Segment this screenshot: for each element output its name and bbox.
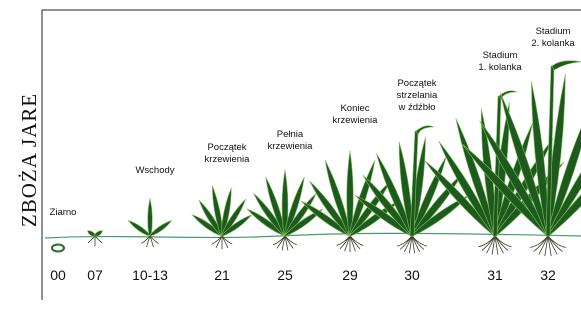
label-line: Wschody xyxy=(135,165,174,176)
stage-code: 30 xyxy=(404,267,420,283)
stage-label: Ziarno xyxy=(50,207,77,218)
stage-label: Wschody xyxy=(135,165,174,176)
label-line: Początek xyxy=(207,142,246,153)
label-line: 1. kolanka xyxy=(478,62,522,73)
label-line: Koniec xyxy=(340,103,369,114)
leaf xyxy=(148,198,153,236)
plant xyxy=(192,186,252,250)
label-line: Stadium xyxy=(536,26,571,37)
title: ZBOŻA JARE xyxy=(17,93,41,227)
label-line: Pełnia xyxy=(277,129,304,140)
stage-code: 25 xyxy=(277,267,293,283)
stage-code: 32 xyxy=(540,267,556,283)
plants xyxy=(52,61,581,256)
seed xyxy=(52,245,64,252)
stage-code: 00 xyxy=(50,267,66,283)
stage-code: 10-13 xyxy=(132,267,168,283)
label-line: krzewienia xyxy=(333,115,379,126)
leaf xyxy=(94,231,103,236)
label-line: strzelania xyxy=(397,90,438,101)
plant xyxy=(463,61,581,256)
stage-code: 29 xyxy=(342,267,358,283)
stage-code: 07 xyxy=(87,267,103,283)
label-line: 2. kolanka xyxy=(531,38,575,49)
plant xyxy=(87,231,102,247)
stage-code: 21 xyxy=(214,267,230,283)
label-line: Ziarno xyxy=(50,207,77,218)
root xyxy=(340,236,350,249)
plant xyxy=(128,198,171,247)
label-line: w źdźbło xyxy=(398,102,436,113)
diagram: ZBOŻA JARE 00 Ziarno 07 10-13 Wschody 21 Począ… xyxy=(0,0,581,309)
stage-code: 31 xyxy=(487,267,503,283)
label-line: krzewienia xyxy=(268,141,314,152)
label-line: Stadium xyxy=(483,50,518,61)
plant xyxy=(52,245,64,252)
flag-leaf xyxy=(552,61,581,70)
ground-line xyxy=(45,233,581,238)
label-line: krzewienia xyxy=(205,154,251,165)
flag-leaf xyxy=(416,126,434,135)
label-line: Początek xyxy=(397,78,436,89)
